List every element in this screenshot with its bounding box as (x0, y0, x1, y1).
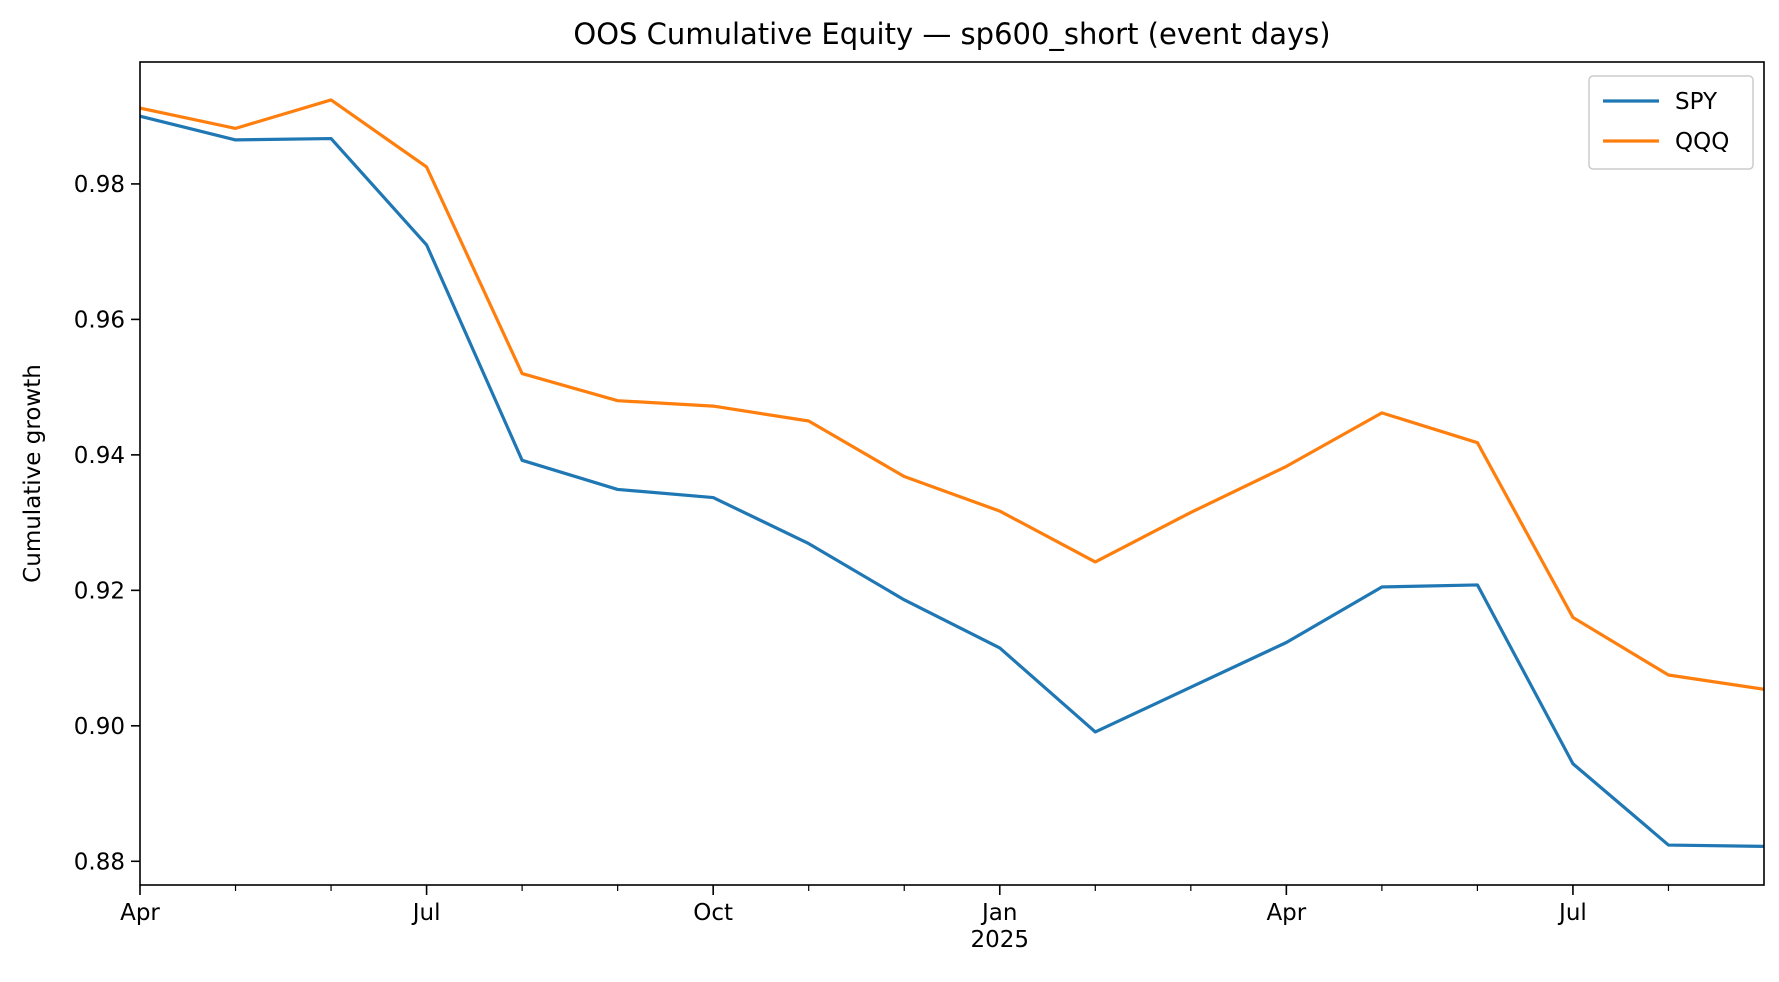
series-line-spy (140, 114, 1764, 848)
legend: SPY QQQ (1588, 75, 1754, 170)
y-axis-label: Cumulative growth (20, 364, 46, 583)
legend-label-spy: SPY (1675, 89, 1718, 115)
x-tick-sublabel: 2025 (970, 927, 1029, 953)
y-tick-label: 0.88 (74, 849, 125, 875)
y-tick-label: 0.94 (74, 443, 125, 469)
x-tick-label: Apr (1266, 900, 1306, 926)
x-tick-label: Jul (1557, 900, 1587, 926)
x-tick-label: Jan (980, 900, 1017, 926)
y-tick-label: 0.98 (74, 172, 125, 198)
y-tick-label: 0.96 (74, 307, 125, 333)
series-line-qqq (140, 98, 1764, 691)
series-lines (140, 98, 1764, 848)
y-axis: 0.88 0.90 0.92 0.94 0.96 0.98 (74, 172, 140, 875)
x-tick-label: Jul (411, 900, 441, 926)
plot-frame (139, 61, 1765, 886)
x-tick-label: Oct (693, 900, 733, 926)
x-tick-label: Apr (120, 900, 160, 926)
chart-title: OOS Cumulative Equity — sp600_short (eve… (573, 17, 1330, 51)
legend-label-qqq: QQQ (1675, 129, 1729, 155)
y-tick-label: 0.92 (74, 578, 125, 604)
y-tick-label: 0.90 (74, 714, 125, 740)
legend-box (1588, 75, 1754, 170)
